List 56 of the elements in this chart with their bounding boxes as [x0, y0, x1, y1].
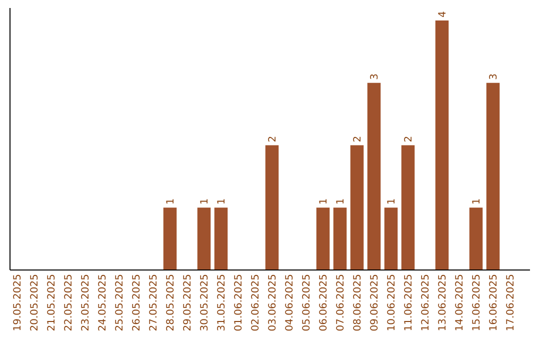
data-label: 1 — [318, 198, 330, 205]
data-label: 3 — [488, 73, 500, 80]
x-tick-label: 23.05.2025 — [80, 274, 92, 332]
x-tick-label: 27.05.2025 — [148, 274, 160, 332]
x-tick-label: 20.05.2025 — [30, 274, 40, 332]
x-tick-label: 07.06.2025 — [336, 274, 346, 332]
x-tick-label: 05.06.2025 — [302, 274, 312, 332]
x-tick-label: 02.06.2025 — [250, 274, 262, 332]
x-tick-label: 17.06.2025 — [506, 274, 516, 332]
bar — [486, 82, 500, 270]
x-tick-label: 11.06.2025 — [404, 274, 414, 332]
data-label: 1 — [386, 198, 398, 205]
x-tick-label: 21.05.2025 — [46, 274, 58, 332]
bar — [435, 20, 449, 270]
data-label: 1 — [166, 198, 176, 205]
bar — [384, 208, 398, 270]
x-tick-label: 19.05.2025 — [12, 274, 24, 332]
x-tick-label: 04.06.2025 — [284, 274, 296, 332]
bar — [333, 208, 347, 270]
data-label: 3 — [370, 73, 380, 80]
data-label: 1 — [472, 198, 482, 205]
data-label: 1 — [336, 198, 346, 205]
bar — [401, 145, 415, 270]
x-tick-label: 29.05.2025 — [182, 274, 194, 332]
data-label: 2 — [352, 136, 364, 142]
x-tick-label: 13.06.2025 — [438, 274, 448, 332]
bar — [350, 145, 364, 270]
bar — [214, 208, 228, 270]
x-tick-label: 10.06.2025 — [386, 274, 398, 332]
x-tick-label: 09.06.2025 — [370, 274, 380, 332]
data-label: 1 — [200, 198, 210, 205]
bar — [265, 145, 279, 270]
x-tick-label: 25.05.2025 — [114, 274, 126, 332]
x-tick-label: 12.06.2025 — [420, 274, 432, 332]
x-tick-label: 01.06.2025 — [234, 274, 244, 332]
x-tick-label: 03.06.2025 — [268, 274, 278, 332]
bar — [316, 208, 330, 270]
x-tick-label: 16.06.2025 — [488, 274, 500, 332]
data-label: 2 — [404, 136, 414, 142]
x-tick-label: 24.05.2025 — [98, 274, 108, 332]
x-tick-label: 28.05.2025 — [166, 274, 176, 332]
bar — [197, 208, 211, 270]
bar — [367, 82, 381, 270]
bar — [163, 208, 177, 270]
x-tick-label: 06.06.2025 — [318, 274, 330, 332]
x-tick-label: 31.05.2025 — [216, 274, 228, 332]
data-label: 2 — [268, 136, 278, 142]
data-label: 1 — [216, 198, 228, 205]
x-tick-label: 30.05.2025 — [200, 274, 210, 332]
bar — [469, 208, 483, 270]
x-tick-label: 08.06.2025 — [352, 274, 364, 332]
x-tick-label: 26.05.2025 — [132, 274, 142, 332]
x-tick-label: 22.05.2025 — [64, 274, 74, 332]
x-tick-label: 15.06.2025 — [472, 274, 482, 332]
data-label: 4 — [438, 11, 448, 18]
x-tick-label: 14.06.2025 — [454, 274, 466, 332]
